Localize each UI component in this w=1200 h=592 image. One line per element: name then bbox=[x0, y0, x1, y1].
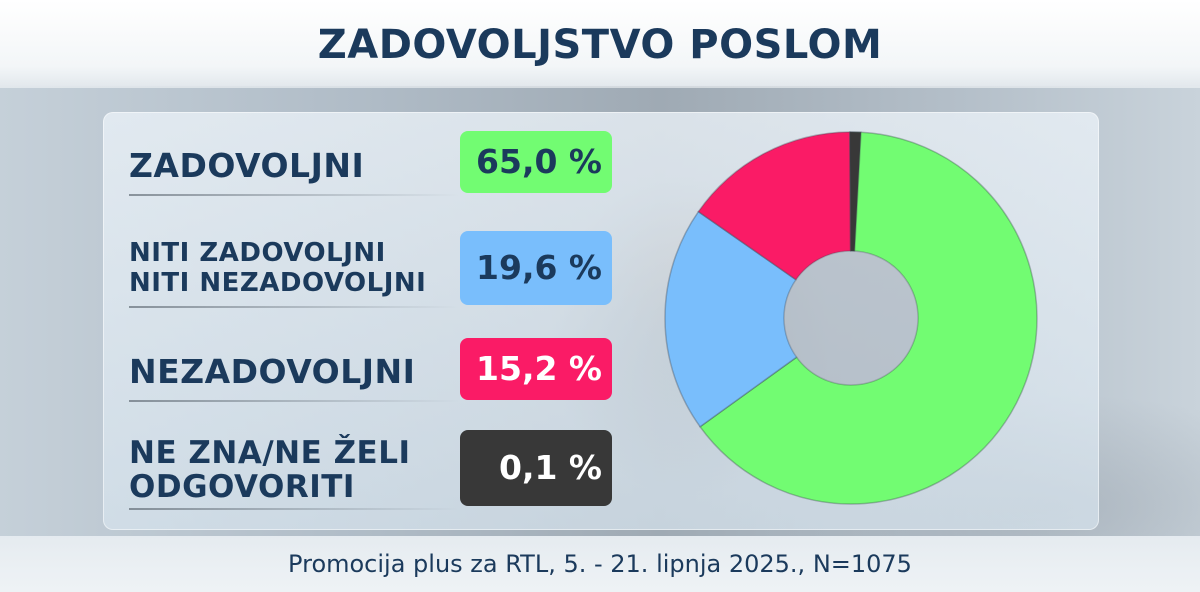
value-badge-satisfied: 65,0 % bbox=[460, 131, 612, 193]
source-footnote: Promocija plus za RTL, 5. - 21. lipnja 2… bbox=[288, 550, 912, 578]
donut-slice-satisfied bbox=[699, 131, 1038, 505]
row-divider bbox=[129, 306, 459, 308]
row-label-dissatisfied: NEZADOVOLJNI bbox=[129, 352, 416, 391]
row-label-neutral-line1: NITI ZADOVOLJNI bbox=[129, 238, 386, 268]
donut-slice-dont-know bbox=[849, 131, 862, 252]
result-row-satisfied: ZADOVOLJNI 65,0 % bbox=[103, 128, 613, 196]
row-label-satisfied: ZADOVOLJNI bbox=[129, 146, 365, 185]
chart-title: ZADOVOLJSTVO POSLOM bbox=[317, 22, 883, 68]
row-divider bbox=[129, 400, 459, 402]
result-row-neutral: NITI ZADOVOLJNI NITI NEZADOVOLJNI 19,6 % bbox=[103, 228, 613, 310]
row-divider bbox=[129, 508, 459, 510]
donut-hole bbox=[784, 251, 918, 385]
row-label-dont-know-line1: NE ZNA/NE ŽELI bbox=[129, 435, 411, 471]
result-row-dont-know: NE ZNA/NE ŽELI ODGOVORITI 0,1 % bbox=[103, 430, 613, 510]
value-badge-neutral: 19,6 % bbox=[460, 231, 612, 305]
footer-band bbox=[0, 536, 1200, 592]
value-badge-dont-know: 0,1 % bbox=[460, 430, 612, 506]
value-badge-dissatisfied: 15,2 % bbox=[460, 338, 612, 400]
title-band: ZADOVOLJSTVO POSLOM bbox=[0, 0, 1200, 88]
donut-slices bbox=[664, 131, 1038, 505]
row-label-dont-know-line2: ODGOVORITI bbox=[129, 469, 355, 505]
row-label-neutral-line2: NITI NEZADOVOLJNI bbox=[129, 268, 427, 298]
row-divider bbox=[129, 194, 459, 196]
donut-slice-neutral bbox=[664, 210, 798, 428]
donut-slice-dissatisfied bbox=[697, 131, 852, 281]
result-row-dissatisfied: NEZADOVOLJNI 15,2 % bbox=[103, 338, 613, 402]
